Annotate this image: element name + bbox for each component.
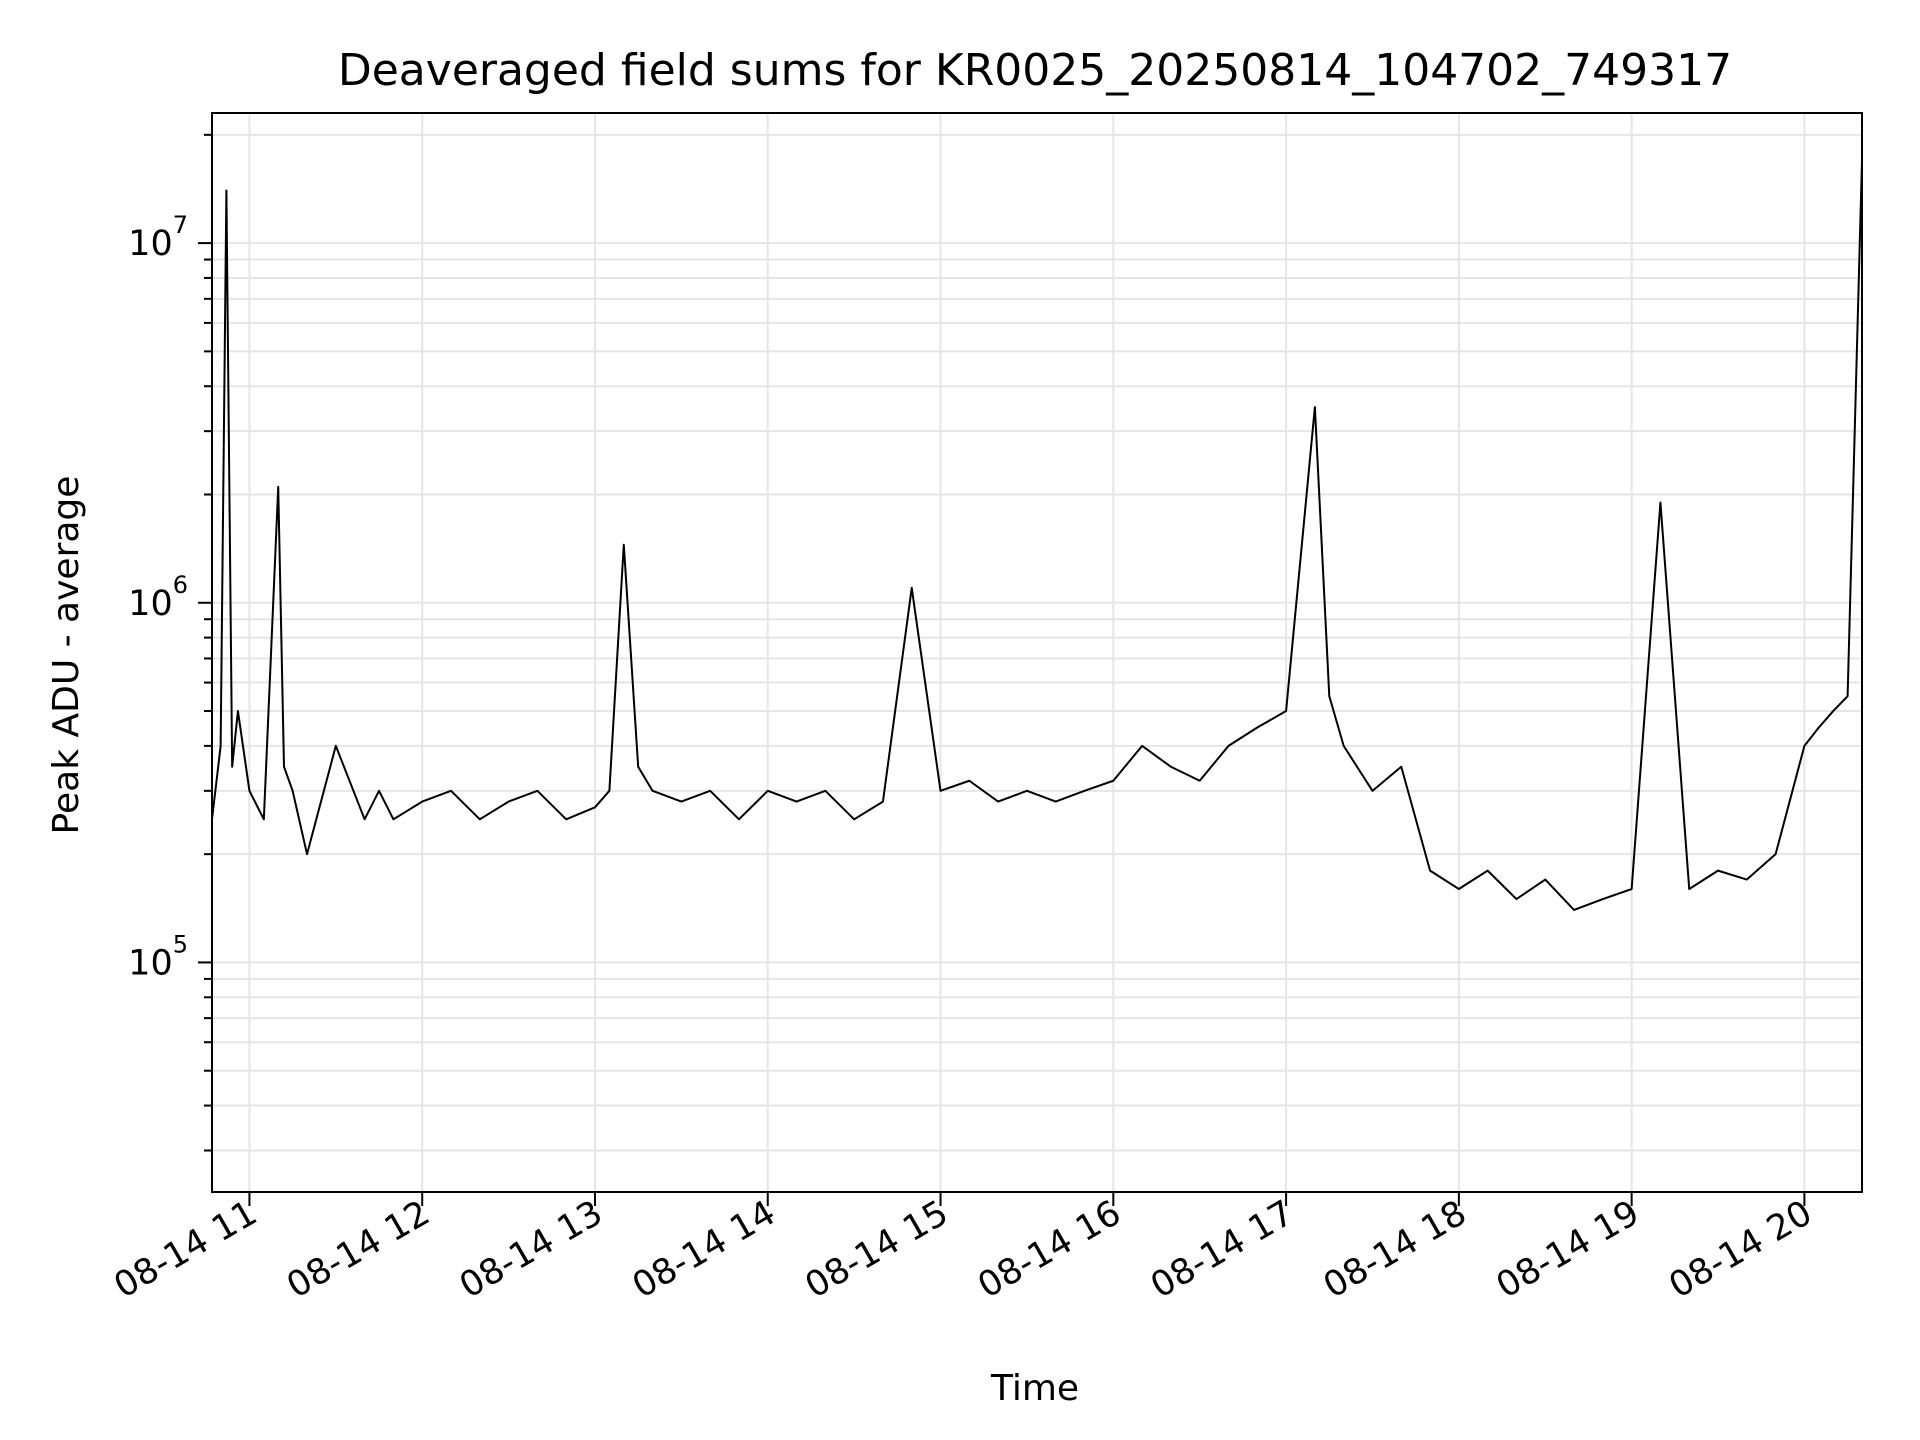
series-point-0-21: [594, 806, 596, 808]
series-point-0-12: [364, 818, 366, 820]
series-point-0-52: [1400, 766, 1402, 768]
series-point-0-4: [237, 710, 239, 712]
series-point-0-38: [1026, 790, 1028, 792]
series-point-0-28: [738, 818, 740, 820]
series-point-0-55: [1487, 870, 1489, 872]
series-point-0-32: [853, 818, 855, 820]
series-point-0-31: [824, 790, 826, 792]
series-point-0-49: [1328, 695, 1330, 697]
series-point-0-46: [1256, 726, 1258, 728]
series-point-0-15: [421, 801, 423, 803]
series-point-0-35: [940, 790, 942, 792]
series-point-0-1: [220, 745, 222, 747]
series-point-0-6: [263, 818, 265, 820]
series-point-0-48: [1314, 406, 1316, 408]
series-point-0-3: [231, 766, 233, 768]
series-point-0-69: [1847, 695, 1849, 697]
chart-title: Deaveraged field sums for KR0025_2025081…: [338, 45, 1732, 96]
series-point-0-36: [968, 780, 970, 782]
series-point-0-37: [997, 801, 999, 803]
series-point-0-23: [623, 544, 625, 546]
plot-frame: [211, 112, 1863, 1193]
series-point-0-67: [1818, 726, 1820, 728]
series-point-0-51: [1371, 790, 1373, 792]
series-point-0-39: [1055, 801, 1057, 803]
y-tick-exponent-2: 7: [173, 211, 188, 239]
series-point-0-50: [1343, 745, 1345, 747]
series-point-0-58: [1573, 909, 1575, 911]
axis-layer: [198, 112, 1863, 1206]
series-point-0-17: [479, 818, 481, 820]
series-point-0-13: [378, 790, 380, 792]
series-point-0-25: [652, 790, 654, 792]
y-axis-label: Peak ADU - average: [46, 476, 87, 835]
series-point-0-5: [248, 790, 250, 792]
series-point-0-33: [882, 801, 884, 803]
x-axis-label: Time: [990, 1368, 1079, 1409]
series-point-0-57: [1544, 879, 1546, 881]
series-point-0-22: [608, 790, 610, 792]
series-point-0-60: [1631, 888, 1633, 890]
series-point-0-2: [225, 190, 227, 192]
series-point-0-44: [1199, 780, 1201, 782]
y-tick-exponent-0: 5: [173, 930, 188, 958]
series-point-0-20: [565, 818, 567, 820]
series-point-0-59: [1602, 898, 1604, 900]
series-point-0-27: [709, 790, 711, 792]
series-point-0-41: [1112, 780, 1114, 782]
series-point-0-40: [1084, 790, 1086, 792]
series-point-0-29: [767, 790, 769, 792]
series-point-0-26: [680, 801, 682, 803]
series-point-0-54: [1458, 888, 1460, 890]
series-point-0-8: [283, 766, 285, 768]
series-point-0-62: [1688, 888, 1690, 890]
series-point-0-14: [392, 818, 394, 820]
series-point-0-68: [1832, 710, 1834, 712]
series-point-0-9: [292, 790, 294, 792]
series-point-0-24: [637, 766, 639, 768]
series-point-0-34: [911, 587, 913, 589]
series-point-0-47: [1285, 710, 1287, 712]
series-point-0-64: [1746, 879, 1748, 881]
y-tick-exponent-1: 6: [173, 571, 188, 599]
series-point-0-43: [1170, 766, 1172, 768]
series-point-0-65: [1775, 853, 1777, 855]
series-point-0-53: [1429, 870, 1431, 872]
series-point-0-11: [335, 745, 337, 747]
series-point-0-16: [450, 790, 452, 792]
series-point-0-45: [1227, 745, 1229, 747]
series-point-0-63: [1717, 870, 1719, 872]
series-point-0-56: [1515, 898, 1517, 900]
series-point-0-18: [508, 801, 510, 803]
series-point-0-19: [536, 790, 538, 792]
grid-layer: [212, 113, 1862, 1192]
series-point-0-61: [1659, 502, 1661, 504]
series-point-0-30: [796, 801, 798, 803]
series-point-0-10: [306, 853, 308, 855]
series-point-0-7: [277, 486, 279, 488]
series-layer: [211, 159, 1863, 911]
series-point-0-66: [1803, 745, 1805, 747]
series-point-0-42: [1141, 745, 1143, 747]
